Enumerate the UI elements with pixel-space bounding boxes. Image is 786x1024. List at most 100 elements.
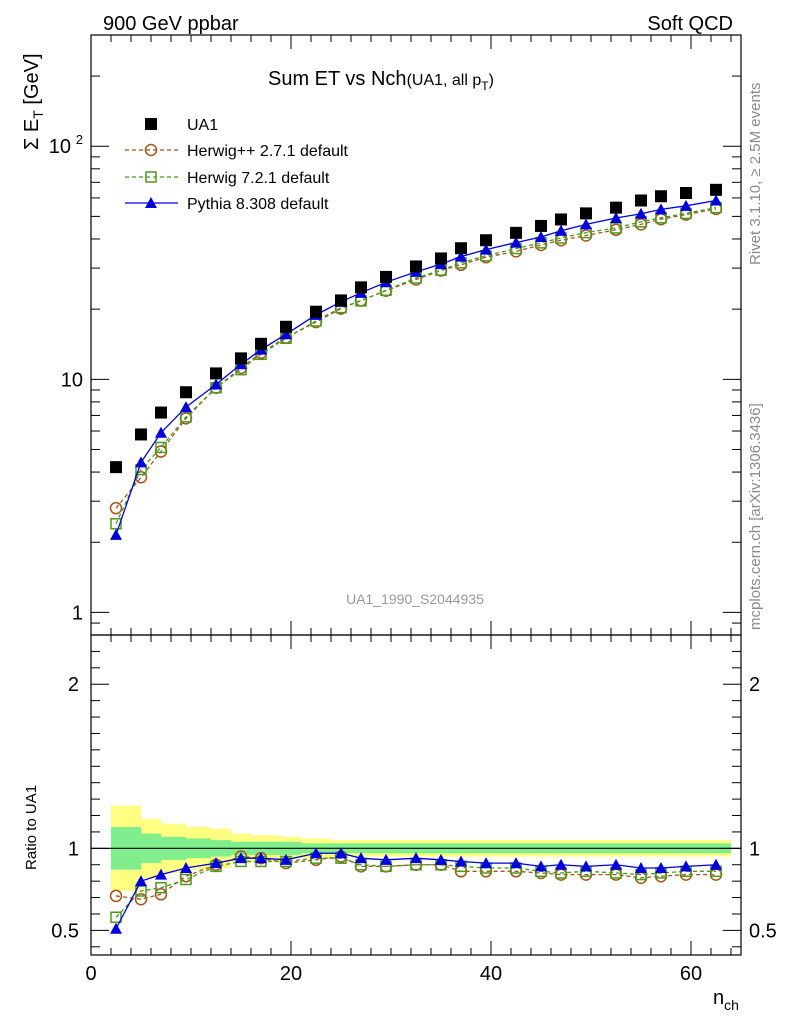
axes-ticks: 0 20 40 60 1 10 10 2 0.5 0.5 1 1 2 2 [49,34,777,985]
ratio-point [555,858,567,870]
ratio-plot-frame [90,634,742,956]
ratio-point [110,911,122,924]
series-line-main [115,208,717,509]
x-tick-label: 60 [680,963,702,985]
ratio-point [134,892,148,906]
ratio-point [510,857,522,869]
data-point [310,305,322,318]
data-point [655,190,667,203]
legend-marker [144,143,158,157]
main-ylabel-unit: [GeV] [21,53,43,110]
ratio-point [435,853,447,865]
ratio-point [109,889,123,903]
ratio-point [355,852,367,864]
ratio-point [255,852,267,864]
data-point [710,183,722,196]
legend-label: Herwig 7.2.1 default [187,170,330,187]
y-tick-label-ratio: 2 [68,674,79,696]
data-point [480,243,492,255]
data-point [455,242,467,255]
ratio-point [635,862,647,874]
legend: UA1 Herwig++ 2.7.1 default Herwig 7.2.1 de… [125,117,349,213]
data-point [480,234,492,247]
chart-title-suffix: (UA1, all p [407,72,482,89]
legend-marker [145,197,157,208]
data-point [355,281,367,294]
y-tick-label-main: 10 [61,369,83,391]
main-ylabel: Σ ET [GeV] [21,53,46,150]
ratio-point [310,847,322,859]
rivet-label: Rivet 3.1.10, ≥ 2.5M events [747,83,764,266]
y-tick-label-ratio: 1 [68,838,79,860]
ratio-point [155,881,167,894]
x-tick-label: 20 [280,963,302,985]
x-tick-label: 40 [480,963,502,985]
data-point [655,203,667,215]
series-2 [110,201,722,924]
data-point [255,337,267,350]
ratio-point [380,853,392,865]
data-point [280,320,292,333]
data-point [110,528,122,540]
data-point [110,518,122,530]
xlabel-text: n [713,987,724,1009]
data-point [510,226,522,239]
series-3 [110,194,722,934]
data-point [580,218,592,230]
data-point [535,230,547,242]
data-point [210,378,222,390]
data-point [135,456,147,468]
data-point [535,219,547,232]
y-tick-label-ratio-right: 0.5 [749,920,777,942]
series-layer [109,183,723,934]
data-point [554,233,568,247]
y-tick-label-ratio: 0.5 [51,920,79,942]
chart-title: Sum ET vs Nch(UA1, all pT) [268,68,494,93]
y-tick-label-main: 1 [72,602,83,624]
data-point [455,250,467,262]
series-line-main [115,199,717,536]
ratio-point [680,860,692,872]
watermark: UA1_1990_S2044935 [346,591,484,607]
data-point [335,294,347,307]
ratio-point [180,862,192,874]
data-point [109,501,123,515]
chart-title-main: Sum ET vs Nch [268,68,407,90]
legend-label: UA1 [187,117,218,134]
y-tick-label-main: 10 [49,136,71,158]
data-point [210,367,222,380]
xlabel: nch [713,987,739,1013]
data-point [680,199,692,211]
ratio-point [535,860,547,872]
ratio-point [180,873,192,886]
legend-label: Pythia 8.308 default [187,196,329,213]
data-point [110,461,122,474]
ratio-point [235,852,247,864]
y-tick-label-ratio-right: 1 [749,838,760,860]
legend-marker [145,118,157,130]
data-point [635,207,647,219]
data-point [610,212,622,224]
data-point [555,213,567,226]
data-point [155,441,167,454]
data-point [580,207,592,220]
data-point [380,270,392,283]
series-0 [110,183,722,474]
data-point [180,401,192,413]
header-right: Soft QCD [647,13,733,35]
ratio-point [280,853,292,865]
data-point [635,194,647,207]
data-point [680,186,692,199]
y-tick-label-main-sup: 2 [76,132,83,147]
ratio-point [210,857,222,869]
chart-title-sub: T [481,79,489,93]
ratio-point [655,862,667,874]
data-point [135,428,147,441]
legend-label: Herwig++ 2.7.1 default [187,143,349,160]
data-point [180,386,192,399]
header-left: 900 GeV ppbar [103,13,239,35]
data-point [710,194,722,206]
x-tick-label: 0 [85,963,96,985]
ratio-point [610,858,622,870]
